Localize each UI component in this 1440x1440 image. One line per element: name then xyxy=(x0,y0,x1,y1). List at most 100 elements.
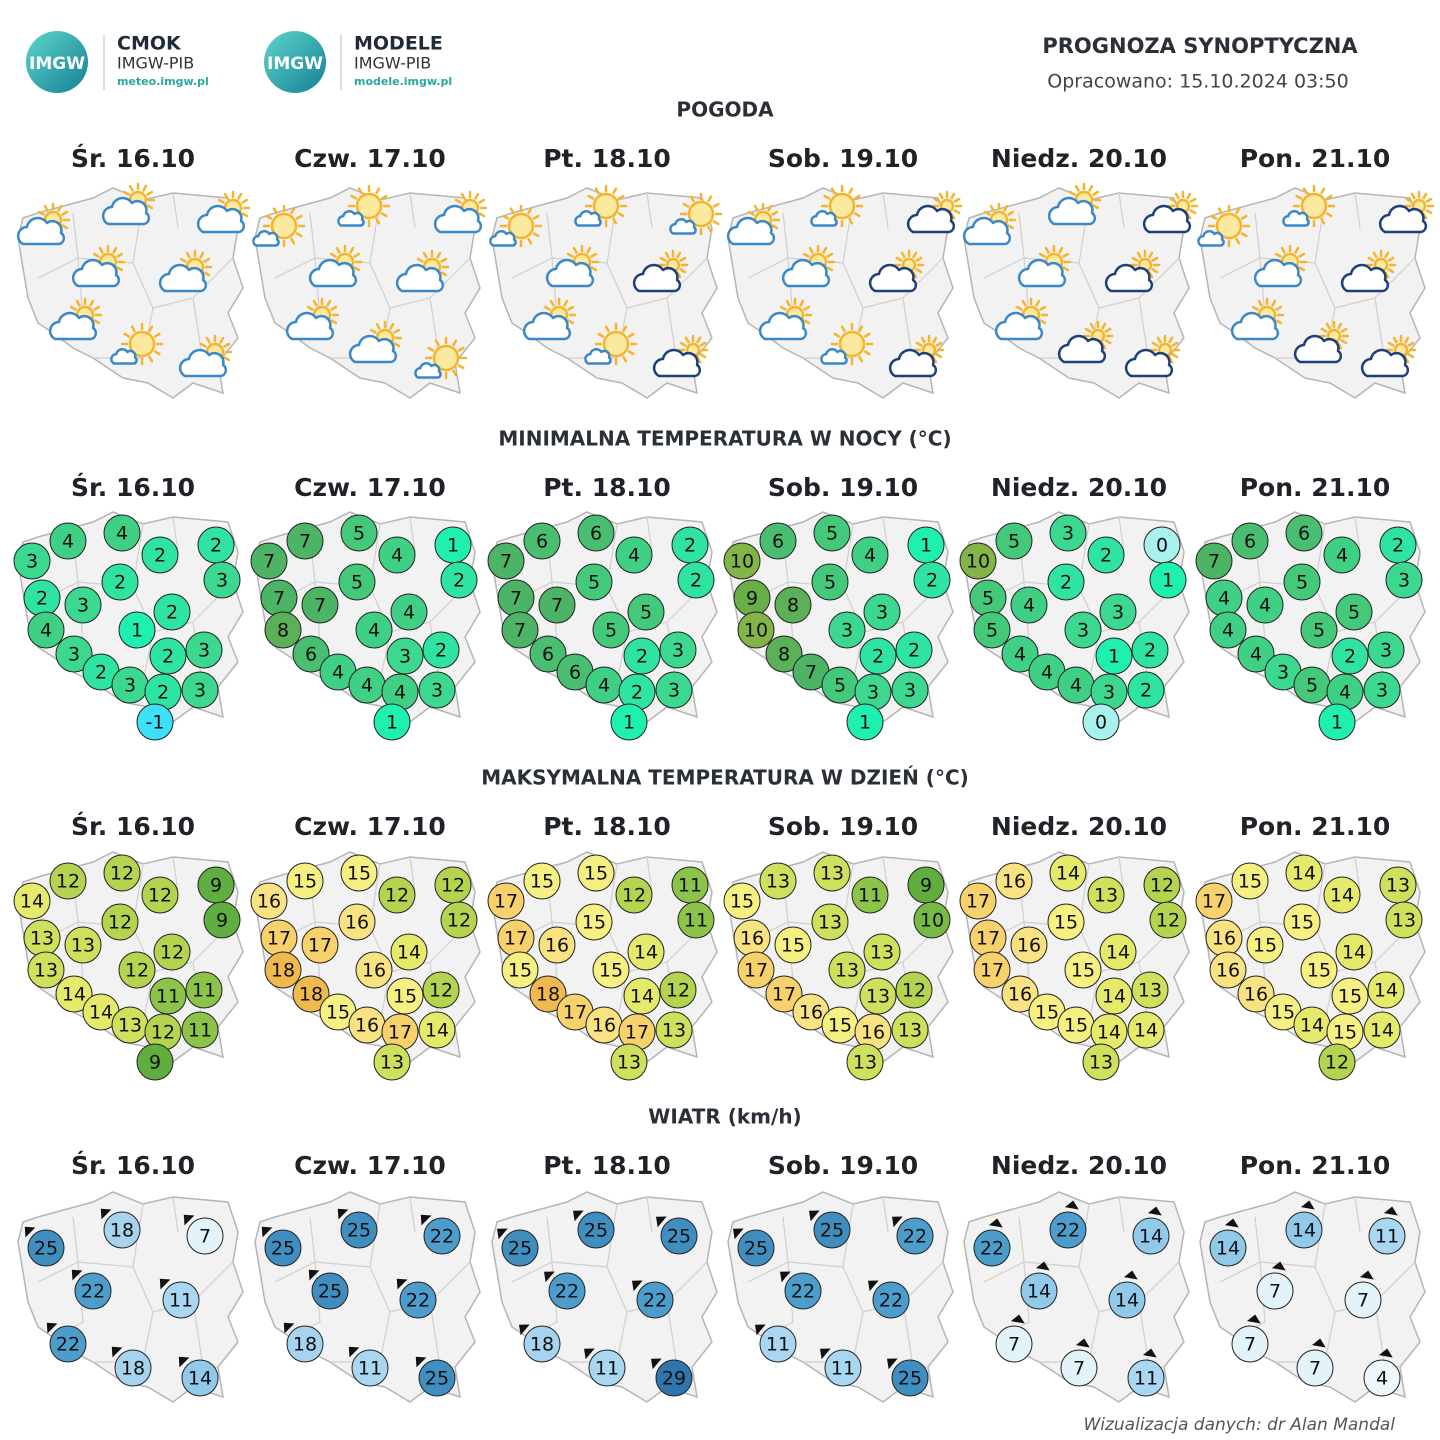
temp-value: 4 xyxy=(361,675,373,697)
temp-value: 4 xyxy=(394,682,406,704)
temp-value: 14 xyxy=(62,984,86,1006)
temp-value: 17 xyxy=(267,928,291,950)
temp-value: 3 xyxy=(841,620,853,642)
temp-marker xyxy=(1127,671,1165,709)
temp-marker xyxy=(487,542,525,580)
temp-marker xyxy=(55,975,93,1013)
temp-value: 12 xyxy=(1156,910,1180,932)
day-label: Niedz. 20.10 xyxy=(991,144,1167,173)
sun-ray xyxy=(330,319,338,325)
temp-value: 1 xyxy=(131,620,143,642)
temp-value: 4 xyxy=(598,675,610,697)
temp-value: 12 xyxy=(151,1022,175,1044)
sun-ray xyxy=(830,187,836,195)
sun-ray xyxy=(915,256,923,262)
temp-value: 4 xyxy=(1222,620,1234,642)
temp-marker xyxy=(859,637,897,675)
wind-arrow xyxy=(308,1269,320,1281)
region-border xyxy=(172,856,179,893)
temp-value: 14 xyxy=(1342,942,1366,964)
wind-value: 22 xyxy=(406,1290,430,1312)
wind-marker xyxy=(1285,1211,1323,1249)
temp-marker xyxy=(1285,854,1323,892)
sun-ray xyxy=(148,355,154,363)
temp-marker xyxy=(390,593,428,631)
sun-ray xyxy=(1298,252,1306,258)
sun-ray xyxy=(357,187,363,195)
sun-ray xyxy=(1271,299,1277,307)
sun-ray xyxy=(389,322,395,330)
day-label: Sob. 19.10 xyxy=(768,473,918,502)
temp-marker xyxy=(264,611,302,649)
wind-arrow xyxy=(755,1324,766,1336)
sun-ray xyxy=(1325,322,1331,330)
temp-marker xyxy=(141,536,179,574)
temp-value: 4 xyxy=(628,545,640,567)
wind-value: 25 xyxy=(425,1368,449,1390)
temp-marker xyxy=(1231,522,1269,560)
temp-value: 5 xyxy=(353,523,365,545)
temp-marker xyxy=(292,975,330,1013)
temp-value: 13 xyxy=(835,960,859,982)
temp-marker xyxy=(851,876,889,914)
sun-ray xyxy=(932,336,938,344)
wind-value: 11 xyxy=(169,1290,193,1312)
wind-marker xyxy=(660,1217,698,1255)
wind-arrow xyxy=(46,1322,58,1334)
cloud xyxy=(196,204,246,234)
temp-value: 12 xyxy=(1325,1052,1349,1074)
sun-ray xyxy=(771,210,779,216)
sun-ray xyxy=(1101,322,1107,330)
temp-marker xyxy=(373,703,411,741)
sun-ray xyxy=(532,232,540,238)
sun-ray xyxy=(454,198,462,204)
temp-marker xyxy=(1149,901,1187,939)
wind-arrow xyxy=(892,1216,903,1228)
sun-ray xyxy=(1038,252,1046,258)
temp-value: 15 xyxy=(530,871,554,893)
sun-ray xyxy=(1189,209,1197,215)
sun-ray xyxy=(272,207,278,215)
temp-marker xyxy=(575,903,613,941)
sun-ray xyxy=(57,204,63,212)
temp-marker xyxy=(1283,903,1321,941)
sun-ray xyxy=(474,192,480,200)
day-label: Pon. 21.10 xyxy=(1240,812,1391,841)
sun-ray xyxy=(290,207,296,215)
sun-ray xyxy=(1275,305,1283,311)
temp-marker xyxy=(959,542,997,580)
wind-value: 14 xyxy=(188,1368,212,1390)
wind-arrow xyxy=(283,1322,295,1334)
temp-value: 2 xyxy=(1144,640,1156,662)
temp-value: 12 xyxy=(110,863,134,885)
temp-marker xyxy=(264,951,302,989)
wind-value: 4 xyxy=(1376,1368,1388,1390)
sun-ray xyxy=(203,271,211,277)
temp-value: 3 xyxy=(194,680,206,702)
temp-marker xyxy=(1001,975,1039,1013)
temp-value: 9 xyxy=(149,1052,161,1074)
wind-value: 14 xyxy=(1139,1226,1163,1248)
sun-ray xyxy=(1294,246,1300,254)
temp-value: 8 xyxy=(778,644,790,666)
temp-marker xyxy=(355,611,393,649)
sun-ray xyxy=(1320,217,1326,225)
temp-value: 14 xyxy=(1134,1020,1158,1042)
sun-ray xyxy=(1156,336,1162,344)
sun-ray xyxy=(241,212,249,218)
wind-marker xyxy=(1020,1272,1058,1310)
temp-value: 8 xyxy=(787,595,799,617)
wind-marker xyxy=(784,1272,822,1310)
wind-arrow xyxy=(651,1358,662,1370)
temp-value: 9 xyxy=(746,588,758,610)
sun-ray xyxy=(612,217,618,225)
sun-ray xyxy=(1387,268,1395,274)
sun-ray xyxy=(306,305,314,311)
section-title: MAKSYMALNA TEMPERATURA W DZIEŃ (°C) xyxy=(481,766,969,790)
temp-marker xyxy=(846,1043,884,1081)
logo-cmok: IMGW CMOK IMGW-PIB meteo.imgw.pl xyxy=(26,31,209,93)
temp-value: 15 xyxy=(393,986,417,1008)
temp-marker xyxy=(301,586,339,624)
wind-value: 22 xyxy=(643,1290,667,1312)
region-border xyxy=(1118,1196,1125,1233)
